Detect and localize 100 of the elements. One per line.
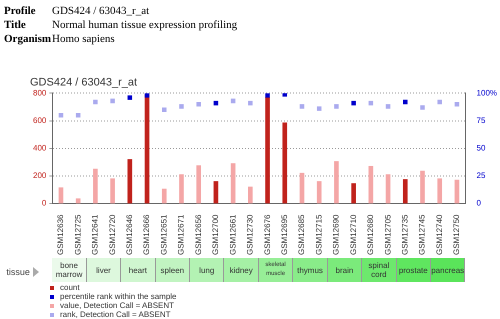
bar bbox=[454, 180, 460, 204]
text: Normal human tissue expression profiling bbox=[52, 18, 238, 32]
x-tick-label: GSM12680 bbox=[366, 214, 376, 255]
point bbox=[144, 93, 150, 98]
point bbox=[300, 104, 304, 109]
point bbox=[128, 95, 132, 100]
point bbox=[420, 105, 425, 110]
y2-tick-label: 25 bbox=[476, 171, 486, 180]
x-tick-label: GSM12750 bbox=[452, 214, 462, 255]
y2-tick-label: 100% bbox=[476, 88, 498, 98]
bar bbox=[76, 198, 80, 204]
text: tissue bbox=[6, 266, 31, 279]
bar bbox=[265, 97, 270, 204]
bar bbox=[58, 187, 64, 204]
text: brain bbox=[328, 258, 362, 282]
text: Organism bbox=[4, 32, 52, 46]
point bbox=[196, 102, 201, 106]
text: Title bbox=[4, 18, 27, 32]
y-tick-label: 400 bbox=[32, 144, 47, 153]
bar bbox=[300, 172, 304, 204]
x-tick-label: GSM12710 bbox=[348, 214, 358, 255]
point bbox=[368, 100, 374, 106]
text: spinal cord bbox=[362, 258, 397, 282]
bar bbox=[230, 163, 236, 204]
bar bbox=[214, 181, 218, 204]
point bbox=[76, 113, 80, 118]
x-tick-label: GSM12745 bbox=[418, 214, 427, 255]
point bbox=[58, 113, 64, 118]
y-tick-label: 200 bbox=[32, 171, 47, 180]
point bbox=[214, 100, 218, 106]
point bbox=[230, 98, 236, 104]
text: prostate bbox=[396, 258, 431, 282]
y-tick-label: 600 bbox=[32, 116, 47, 125]
x-tick-label: GSM12666 bbox=[142, 214, 152, 255]
point bbox=[454, 102, 460, 106]
x-tick-label: GSM12651 bbox=[159, 214, 168, 255]
y-tick-label: 0 bbox=[42, 198, 47, 208]
x-tick-label: GSM12715 bbox=[314, 214, 324, 255]
text: GDS424 / 63043_r_at bbox=[52, 4, 150, 18]
x-tick-label: GSM12641 bbox=[90, 214, 100, 255]
bar bbox=[386, 174, 390, 204]
x-tick-label: GSM12646 bbox=[125, 214, 134, 255]
x-tick-label: GSM12661 bbox=[228, 214, 238, 255]
bar bbox=[334, 161, 339, 204]
bar bbox=[196, 165, 202, 204]
x-tick-label: GSM12690 bbox=[332, 214, 341, 255]
point bbox=[179, 104, 184, 109]
bar bbox=[437, 178, 442, 204]
x-tick-label: GSM12671 bbox=[176, 214, 186, 255]
bar bbox=[351, 183, 356, 204]
legend-label: count bbox=[59, 283, 81, 292]
bar bbox=[162, 188, 167, 204]
y2-tick-label: 75 bbox=[476, 116, 486, 125]
x-tick-label: GSM12656 bbox=[194, 214, 203, 255]
x-tick-label: GSM12735 bbox=[400, 214, 410, 255]
point bbox=[351, 100, 356, 106]
x-tick-label: GSM12720 bbox=[108, 214, 117, 255]
bar bbox=[110, 178, 115, 204]
x-tick-label: GSM12695 bbox=[280, 214, 289, 255]
point bbox=[316, 106, 322, 111]
bar bbox=[248, 186, 253, 204]
bar bbox=[127, 159, 132, 204]
point bbox=[265, 93, 270, 98]
x-tick-label: GSM12730 bbox=[246, 214, 255, 255]
point bbox=[162, 107, 167, 112]
text: kidney bbox=[224, 258, 259, 282]
point bbox=[334, 104, 339, 109]
text: spleen bbox=[156, 258, 190, 282]
point bbox=[110, 98, 115, 104]
bar bbox=[179, 174, 184, 204]
text: heart bbox=[121, 258, 156, 282]
x-tick-label: GSM12700 bbox=[211, 214, 220, 255]
x-tick-label: GSM12705 bbox=[383, 214, 392, 255]
bar bbox=[316, 181, 322, 204]
point bbox=[93, 100, 98, 104]
chart-title: GDS424 / 63043_r_at bbox=[30, 76, 138, 89]
y2-tick-label: 50 bbox=[476, 144, 486, 153]
x-tick-label: GSM12740 bbox=[434, 214, 444, 255]
text: lung bbox=[190, 258, 224, 282]
text: Profile bbox=[4, 4, 37, 18]
legend-label: rank, Detection Call = ABSENT bbox=[59, 310, 172, 319]
legend-label: percentile rank within the sample bbox=[59, 292, 177, 301]
y-tick-label: 800 bbox=[32, 88, 47, 98]
x-tick-label: GSM12636 bbox=[56, 214, 66, 255]
y2-tick-label: 0 bbox=[476, 198, 482, 208]
bar bbox=[93, 168, 98, 204]
bar bbox=[368, 166, 374, 204]
text: liver bbox=[86, 258, 122, 282]
x-tick-label: GSM12685 bbox=[297, 214, 306, 255]
text: pancreas bbox=[430, 258, 466, 282]
point bbox=[437, 100, 442, 104]
bar bbox=[402, 179, 408, 204]
point bbox=[282, 93, 288, 97]
text: bone marrow bbox=[52, 258, 87, 282]
legend-label: value, Detection Call = ABSENT bbox=[59, 301, 176, 310]
text: thymus bbox=[293, 258, 328, 282]
x-tick-label: GSM12676 bbox=[262, 214, 272, 255]
point bbox=[386, 104, 390, 109]
text: Homo sapiens bbox=[52, 32, 115, 46]
x-tick-label: GSM12725 bbox=[73, 214, 82, 255]
